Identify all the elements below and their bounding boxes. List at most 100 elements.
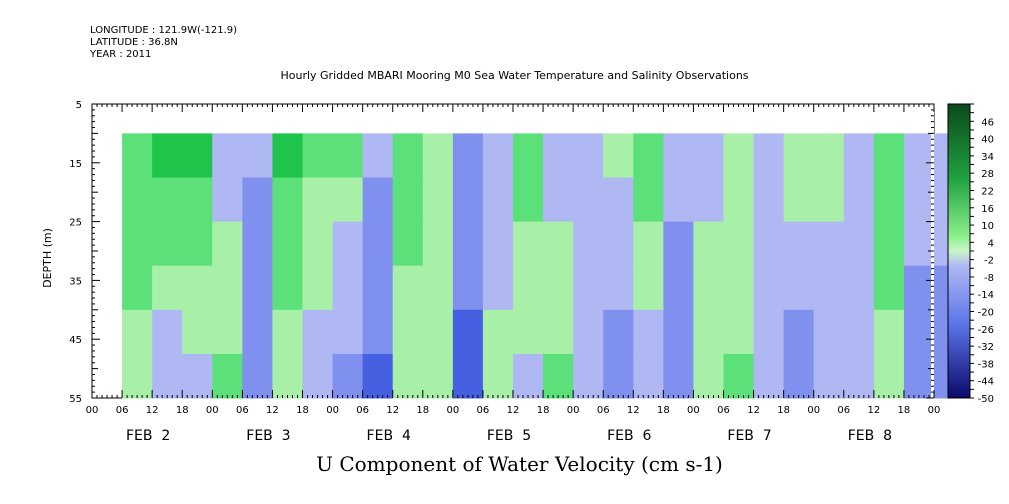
heatmap-cell: [543, 177, 574, 223]
heatmap-cell: [422, 265, 454, 311]
colorbar-label: -32: [978, 342, 994, 353]
colorbar-ramp: [947, 103, 971, 399]
heatmap-cell: [152, 133, 183, 178]
heatmap-cell: [152, 221, 183, 267]
heatmap-cell: [272, 133, 304, 178]
heatmap-cell: [122, 309, 153, 355]
colorbar-label: -20: [978, 308, 994, 319]
heatmap-cell: [663, 353, 695, 399]
y-tick-label: 5: [76, 100, 82, 111]
y-axis-label: DEPTH (m): [41, 228, 54, 288]
heatmap-cell: [272, 265, 304, 311]
colorbar-label: -26: [978, 325, 994, 336]
chart-title: Hourly Gridded MBARI Mooring M0 Sea Wate…: [280, 69, 749, 82]
y-tick-label: 55: [69, 394, 82, 405]
heatmap-cell: [452, 265, 484, 311]
x-hour-label: 00: [928, 405, 941, 416]
heatmap-cell: [513, 265, 544, 311]
heatmap-cell: [873, 353, 905, 399]
heatmap-cell: [633, 265, 664, 311]
heatmap-cell: [843, 221, 875, 267]
heatmap-cell: [362, 265, 394, 311]
heatmap-cell: [212, 221, 243, 267]
x-hour-label: 12: [386, 405, 399, 416]
colorbar-label: 40: [981, 135, 994, 146]
colorbar-label: 34: [981, 152, 994, 163]
heatmap-cell: [242, 221, 274, 267]
heatmap-cell: [302, 221, 334, 267]
heatmap-cell: [302, 353, 334, 399]
heatmap-cell: [332, 353, 364, 399]
y-tick-label: 45: [69, 335, 82, 346]
heatmap-cell: [753, 309, 785, 355]
heatmap-cell: [122, 133, 153, 178]
heatmap-cell: [873, 221, 905, 267]
heatmap-cell: [392, 309, 424, 355]
heatmap-cell: [723, 133, 755, 178]
x-hour-label: 00: [326, 405, 339, 416]
x-hour-label: 06: [717, 405, 730, 416]
colorbar-label: -38: [978, 359, 994, 370]
heatmap-cell: [633, 353, 664, 399]
y-tick-label: 35: [69, 276, 82, 287]
heatmap-cell: [843, 309, 875, 355]
y-tick-label: 25: [69, 218, 82, 229]
heatmap-cell: [543, 133, 574, 178]
heatmap-cell: [723, 309, 755, 355]
heatmap-cell: [873, 177, 905, 223]
heatmap-cell: [663, 221, 695, 267]
x-hour-label: 18: [657, 405, 670, 416]
colorbar: 46 40 34 28 22 16 10 4 -2 -8 -14 -20 -26 -32 -38 -44 -50: [947, 103, 994, 405]
heatmap-cell: [422, 133, 454, 178]
heatmap-cell: [633, 133, 664, 178]
x-hour-label: 00: [567, 405, 580, 416]
heatmap-cell: [603, 133, 634, 178]
heatmap-cell: [362, 221, 394, 267]
heatmap-cell: [753, 221, 785, 267]
x-hour-label: 06: [597, 405, 610, 416]
heatmap-cell: [573, 265, 604, 311]
heatmap-cell: [723, 177, 755, 223]
heatmap-cell: [663, 133, 695, 178]
heatmap-cell: [212, 133, 243, 178]
x-hour-label: 00: [446, 405, 459, 416]
heatmap-cell: [302, 309, 334, 355]
x-hour-label: 12: [747, 405, 760, 416]
heatmap-cell: [482, 265, 514, 311]
heatmap-cell: [513, 221, 544, 267]
heatmap-cell: [182, 265, 213, 311]
heatmap-cell: [122, 353, 153, 399]
heatmap-cell: [302, 265, 334, 311]
heatmap-cell: [392, 133, 424, 178]
heatmap-cell: [242, 177, 274, 223]
x-day-label: FEB 6: [607, 428, 651, 444]
heatmap-cell: [332, 133, 364, 178]
heatmap-cell: [152, 353, 183, 399]
heatmap-cell: [873, 309, 905, 355]
heatmap-cell: [843, 133, 875, 178]
colorbar-label: 10: [981, 221, 994, 232]
colorbar-label: 22: [981, 186, 994, 197]
heatmap-cell: [272, 309, 304, 355]
heatmap-cell: [903, 309, 935, 355]
colorbar-label: -8: [984, 273, 994, 284]
heatmap-cell: [783, 221, 815, 267]
x-hour-label: 00: [206, 405, 219, 416]
heatmap-cell: [392, 265, 424, 311]
heatmap-cell: [272, 353, 304, 399]
heatmap-cell: [723, 221, 755, 267]
heatmap-cell: [452, 309, 484, 355]
heatmap-cell: [212, 177, 243, 223]
heatmap-cell: [212, 265, 243, 311]
heatmap-cell: [783, 309, 815, 355]
heatmap-cell: [242, 133, 274, 178]
heatmap-cell: [122, 177, 153, 223]
heatmap-cell: [573, 177, 604, 223]
heatmap-cell: [843, 177, 875, 223]
colorbar-label: -2: [984, 256, 994, 267]
heatmap-cell: [543, 265, 574, 311]
heatmap-cell: [182, 133, 213, 178]
heatmap-cell: [663, 177, 695, 223]
heatmap-cell: [693, 177, 725, 223]
heatmap-cell: [362, 309, 394, 355]
